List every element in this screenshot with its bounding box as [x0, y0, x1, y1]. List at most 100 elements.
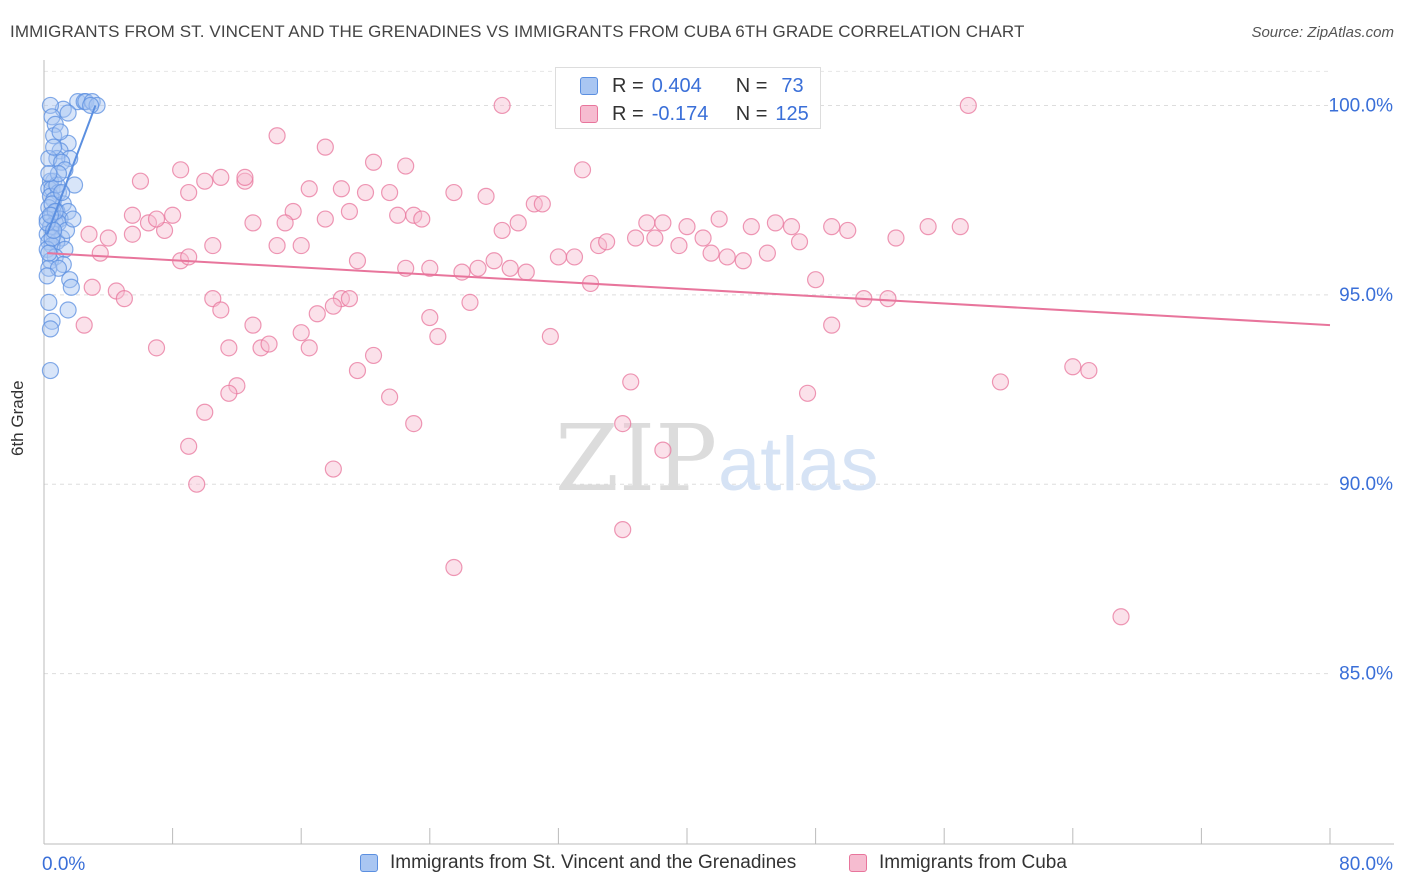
point-cuba [196, 172, 214, 190]
point-cuba [654, 441, 672, 459]
point-cuba [147, 210, 166, 228]
point-cuba [718, 248, 736, 266]
point-cuba [340, 202, 359, 221]
point-cuba [622, 373, 640, 391]
point-cuba [413, 210, 431, 228]
point-cuba [172, 161, 190, 179]
point-cuba [139, 214, 158, 232]
stats-r-label: R = [612, 102, 644, 125]
point-svg [41, 361, 60, 380]
stats-n-label: N = [735, 102, 768, 125]
point-cuba [573, 161, 592, 179]
point-cuba [782, 218, 801, 236]
point-cuba [324, 297, 342, 315]
point-cuba [316, 210, 334, 228]
tick-labels: 85.0% 90.0% 95.0% 100.0% 0.0% 80.0% [42, 95, 1393, 875]
point-cuba [115, 290, 133, 308]
legend-label-svg: Immigrants from St. Vincent and the Gren… [390, 852, 797, 873]
point-cuba [461, 293, 479, 311]
point-cuba [421, 259, 439, 277]
stats-swatch-pink [580, 105, 598, 123]
point-cuba [626, 229, 645, 247]
point-cuba [397, 157, 415, 175]
point-cuba [919, 218, 937, 236]
point-cuba [188, 475, 206, 493]
point-cuba [501, 259, 519, 277]
legend-item-cuba[interactable]: Immigrants from Cuba [849, 852, 1067, 874]
point-cuba [469, 259, 487, 277]
point-cuba [477, 187, 495, 205]
trend-line-svg [46, 105, 97, 235]
point-svg [38, 267, 56, 285]
watermark: ZIP atlas [555, 405, 879, 512]
y-tick-label: 90.0% [1339, 474, 1393, 495]
point-cuba [212, 301, 230, 319]
point-cuba [180, 183, 198, 202]
stats-swatch-blue [580, 77, 598, 95]
point-cuba [292, 324, 310, 342]
point-cuba [1080, 361, 1098, 380]
gridlines [44, 70, 1330, 675]
point-svg [64, 210, 82, 228]
point-cuba [147, 339, 166, 357]
point-cuba [332, 180, 350, 198]
point-cuba [340, 290, 359, 308]
point-svg [40, 293, 58, 311]
point-cuba [244, 214, 262, 232]
stats-n-value: 125 [775, 102, 809, 125]
point-cuba [300, 180, 318, 198]
trend-lines [46, 105, 1331, 327]
point-cuba [99, 229, 117, 247]
stats-r-value: 0.404 [651, 74, 702, 97]
point-cuba [276, 214, 294, 232]
point-cuba [91, 244, 109, 262]
point-cuba [80, 225, 98, 243]
point-cuba [429, 327, 447, 346]
point-cuba [268, 236, 286, 255]
point-cuba [694, 229, 712, 247]
point-cuba [758, 244, 776, 262]
point-cuba [381, 183, 399, 202]
y-tick-label: 95.0% [1339, 285, 1393, 306]
point-cuba [196, 403, 214, 421]
watermark-zip: ZIP [555, 405, 717, 512]
x-tick-label: 80.0% [1339, 854, 1393, 875]
point-cuba [405, 414, 423, 433]
point-cuba [164, 206, 182, 224]
point-cuba [887, 229, 905, 247]
point-cuba [123, 225, 142, 243]
point-cuba [348, 361, 367, 380]
point-cuba [670, 236, 688, 255]
point-svg [41, 320, 60, 338]
point-cuba [389, 206, 407, 224]
watermark-atlas: atlas [718, 422, 879, 507]
point-cuba [252, 339, 270, 357]
point-cuba [236, 172, 254, 190]
point-cuba [405, 206, 423, 224]
point-cuba [268, 127, 286, 145]
point-cuba [445, 558, 463, 577]
point-cuba [509, 214, 527, 232]
point-cuba [308, 305, 326, 323]
point-cuba [260, 335, 278, 353]
stats-row-blue: R = 0.404 N = 73 [580, 72, 804, 100]
point-cuba [790, 233, 809, 251]
point-cuba [316, 138, 334, 156]
legend-swatch-blue [360, 854, 378, 872]
point-cuba [638, 214, 656, 232]
point-cuba [421, 308, 439, 327]
point-cuba [131, 172, 150, 190]
point-cuba [991, 373, 1010, 391]
point-svg [82, 96, 100, 115]
legend-label-cuba: Immigrants from Cuba [879, 852, 1067, 873]
point-cuba [445, 183, 463, 202]
y-tick-label: 100.0% [1329, 95, 1394, 116]
point-cuba [823, 316, 841, 334]
point-cuba [654, 214, 672, 232]
point-cuba [549, 248, 568, 266]
point-cuba [951, 218, 969, 236]
legend-item-svg[interactable]: Immigrants from St. Vincent and the Gren… [360, 852, 796, 874]
y-axis-label: 6th Grade [8, 380, 27, 456]
point-cuba [742, 218, 760, 236]
